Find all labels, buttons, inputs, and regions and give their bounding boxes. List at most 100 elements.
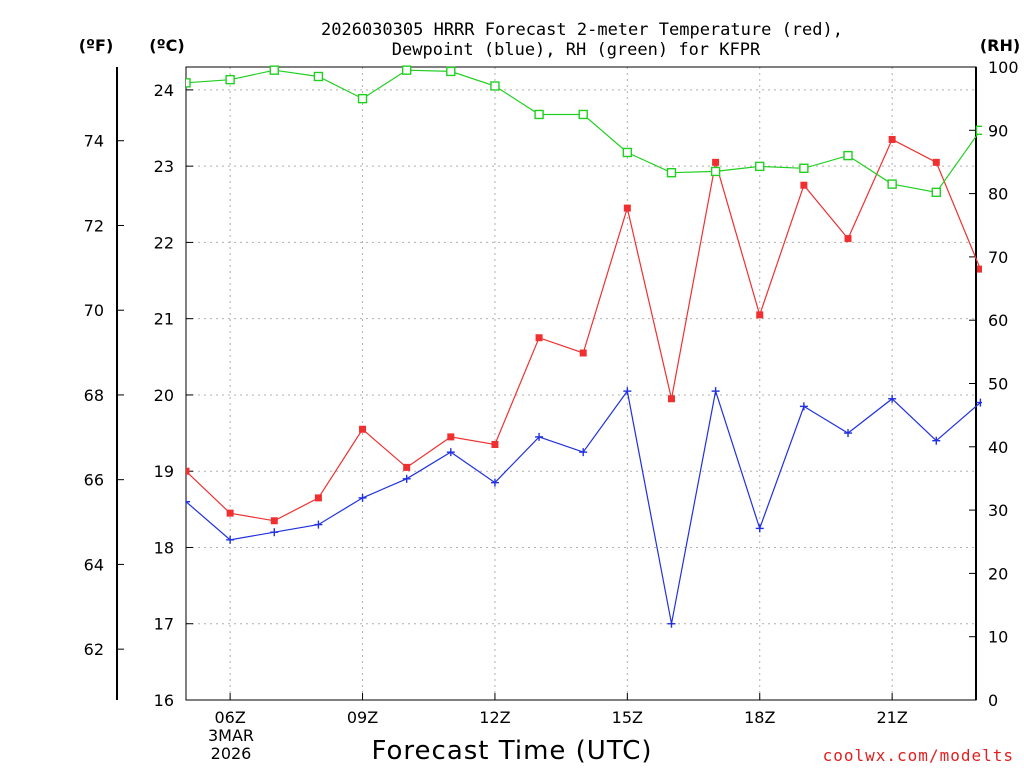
temperature-point — [800, 181, 808, 189]
rh-point — [490, 81, 500, 91]
series-dewpoint — [186, 387, 982, 628]
fahrenheit-tick-label: 70 — [84, 301, 104, 320]
source-credit: coolwx.com/modelts — [823, 746, 1014, 765]
data-series — [186, 65, 982, 628]
dewpoint-point — [623, 387, 632, 396]
celsius-tick-label: 23 — [154, 157, 174, 176]
rh-point — [843, 150, 853, 161]
temperature-point — [314, 494, 322, 502]
fahrenheit-tick-label: 66 — [84, 471, 104, 490]
temperature-point — [270, 517, 278, 525]
chart-title-line-2: Dewpoint (blue), RH (green) for KFPR — [392, 40, 761, 60]
fahrenheit-tick-label: 68 — [84, 386, 104, 405]
fahrenheit-tick-label: 62 — [84, 640, 104, 659]
x-tick-label: 09Z — [347, 708, 378, 727]
dewpoint-point — [932, 436, 941, 445]
rh-point — [269, 65, 279, 75]
temperature-point — [491, 441, 499, 449]
rh-tick-label: 0 — [988, 691, 998, 710]
temperature-point — [623, 204, 631, 212]
temperature-point — [186, 467, 190, 475]
temperature-point — [403, 463, 411, 471]
temperature-point — [888, 135, 896, 143]
rh-point — [799, 163, 809, 173]
dewpoint-point — [667, 619, 676, 628]
x-axis-title: Forecast Time (UTC) — [371, 736, 652, 766]
x-tick-label: 15Z — [612, 708, 643, 727]
temperature-point — [447, 433, 455, 441]
x-tick-label: 21Z — [876, 708, 907, 727]
series-line-dewpoint — [186, 389, 981, 624]
chart-axes — [116, 66, 977, 701]
celsius-tick-label: 22 — [154, 233, 174, 252]
x-tick-label: 12Z — [479, 708, 510, 727]
dewpoint-point — [844, 429, 853, 438]
rh-point — [931, 187, 941, 198]
rh-point — [578, 109, 588, 120]
dewpoint-point — [490, 478, 499, 487]
rh-point — [313, 71, 324, 82]
celsius-tick-label: 19 — [154, 462, 174, 481]
temperature-point — [535, 334, 543, 342]
dewpoint-point — [270, 528, 279, 537]
temperature-point — [359, 425, 367, 433]
dewpoint-point — [186, 497, 190, 506]
rh-point — [357, 93, 368, 104]
dewpoint-point — [711, 387, 720, 396]
dewpoint-point — [976, 398, 982, 407]
celsius-tick-label: 21 — [154, 310, 174, 329]
series-line-temperature — [186, 138, 981, 522]
series-temperature — [186, 135, 982, 525]
chart-title: 2026030305 HRRR Forecast 2-meter Tempera… — [321, 20, 843, 60]
dewpoint-point — [535, 432, 544, 441]
date-label: 3MAR 2026 — [208, 726, 254, 763]
tick-labels: 16 17 18 19 20 21 22 23 24 62 64 66 68 70 72 74 0 10 20 30 4… — [84, 58, 1019, 727]
rh-tick-label: 100 — [988, 58, 1019, 77]
dewpoint-point — [402, 474, 411, 483]
x-tick-label: 06Z — [214, 708, 245, 727]
series-line-rh — [186, 69, 981, 193]
rh-tick-label: 30 — [988, 501, 1008, 520]
dewpoint-point — [579, 448, 588, 457]
temperature-point — [976, 265, 982, 273]
rh-tick-label: 50 — [988, 375, 1008, 394]
chart-title-line-1: 2026030305 HRRR Forecast 2-meter Tempera… — [321, 20, 843, 40]
rh-point — [975, 125, 982, 136]
celsius-tick-label: 18 — [154, 538, 174, 557]
series-rh — [186, 65, 982, 198]
celsius-tick-label: 16 — [154, 691, 174, 710]
rh-tick-label: 80 — [988, 185, 1008, 204]
rh-point — [401, 65, 412, 75]
rh-tick-label: 40 — [988, 438, 1008, 457]
date-label-year: 2026 — [211, 744, 252, 763]
temperature-point — [579, 349, 587, 357]
rh-point — [887, 179, 897, 189]
rh-point — [186, 78, 191, 88]
fahrenheit-tick-label: 72 — [84, 216, 104, 235]
temperature-point — [932, 158, 940, 166]
dewpoint-point — [226, 535, 235, 544]
temperature-point — [712, 158, 720, 166]
rh-unit-label: (RH) — [980, 36, 1020, 55]
celsius-tick-label: 17 — [154, 615, 174, 634]
rh-point — [622, 147, 633, 158]
rh-point — [755, 161, 765, 172]
rh-tick-label: 70 — [988, 248, 1008, 267]
rh-point — [534, 109, 544, 120]
date-label-month: 3MAR — [208, 726, 254, 745]
dewpoint-point — [888, 394, 897, 403]
rh-tick-label: 20 — [988, 564, 1008, 583]
dewpoint-point — [755, 524, 764, 533]
rh-point — [666, 168, 677, 178]
temperature-point — [844, 235, 852, 243]
fahrenheit-tick-label: 64 — [84, 555, 104, 574]
rh-point — [446, 66, 456, 77]
dewpoint-point — [799, 402, 808, 411]
rh-point — [710, 166, 721, 177]
dewpoint-point — [358, 493, 367, 502]
rh-point — [225, 74, 235, 85]
rh-tick-label: 90 — [988, 121, 1008, 140]
temperature-point — [756, 311, 764, 319]
celsius-tick-label: 24 — [154, 81, 174, 100]
